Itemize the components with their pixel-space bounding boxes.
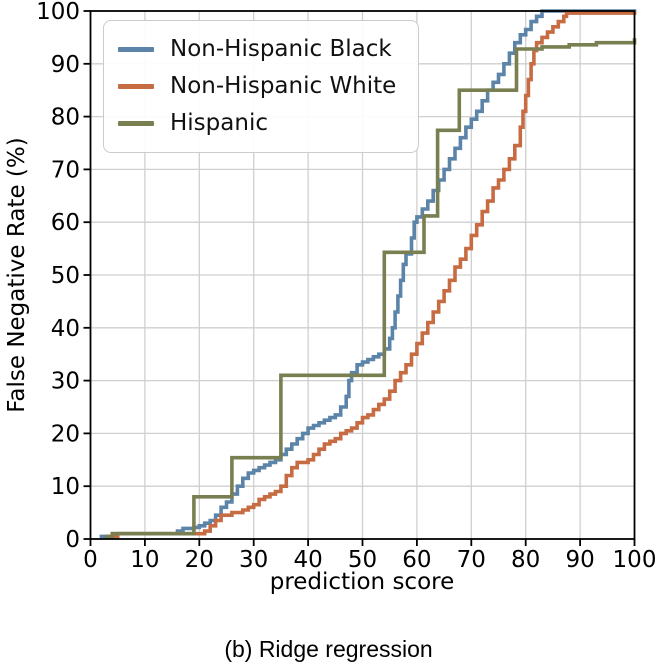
curves — [99, 9, 637, 539]
y-tick-label: 20 — [51, 421, 80, 447]
curve-non-hispanic-white — [105, 11, 637, 539]
legend-label: Non-Hispanic Black — [170, 36, 392, 62]
legend-item: Hispanic — [118, 105, 396, 142]
y-tick-label: 60 — [51, 210, 80, 236]
legend-line-swatch — [118, 47, 154, 52]
x-tick-label: 10 — [130, 547, 159, 573]
x-tick-label: 30 — [239, 547, 268, 573]
y-tick-label: 90 — [51, 52, 80, 78]
y-tick-label: 70 — [51, 157, 80, 183]
x-tick-label: 20 — [185, 547, 214, 573]
x-axis-label: prediction score — [270, 569, 455, 595]
curve-non-hispanic-black — [99, 9, 637, 539]
x-tick-label: 40 — [293, 547, 322, 573]
y-tick-label: 40 — [51, 316, 80, 342]
y-tick-label: 30 — [51, 369, 80, 395]
legend-item: Non-Hispanic White — [118, 68, 396, 105]
legend-line-swatch — [118, 121, 154, 126]
axis-ticks — [83, 10, 636, 546]
x-tick-label: 50 — [348, 547, 377, 573]
y-tick-label: 50 — [51, 263, 80, 289]
curve-hispanic — [105, 38, 637, 539]
x-tick-label: 90 — [565, 547, 594, 573]
tick-labels: 0 10 20 30 40 50 60 70 80 90 100 0 10 20 30 40 50 60 70 80 9… — [36, 0, 656, 573]
y-tick-label: 10 — [51, 474, 80, 500]
x-tick-label: 60 — [402, 547, 431, 573]
figure-caption: (b) Ridge regression — [224, 636, 433, 662]
y-tick-label: 80 — [51, 105, 80, 131]
legend-line-swatch — [118, 84, 154, 89]
y-tick-label: 100 — [36, 0, 80, 25]
legend: Non-Hispanic Black Non-Hispanic White Hi… — [103, 20, 420, 153]
x-tick-label: 80 — [511, 547, 540, 573]
x-tick-label: 70 — [457, 547, 486, 573]
y-tick-label: 0 — [65, 527, 80, 553]
x-tick-label: 100 — [613, 547, 657, 573]
legend-label: Non-Hispanic White — [170, 73, 397, 99]
legend-label: Hispanic — [170, 110, 268, 136]
x-tick-label: 0 — [83, 547, 98, 573]
y-axis-label: False Negative Rate (%) — [4, 137, 30, 412]
legend-item: Non-Hispanic Black — [118, 31, 396, 68]
